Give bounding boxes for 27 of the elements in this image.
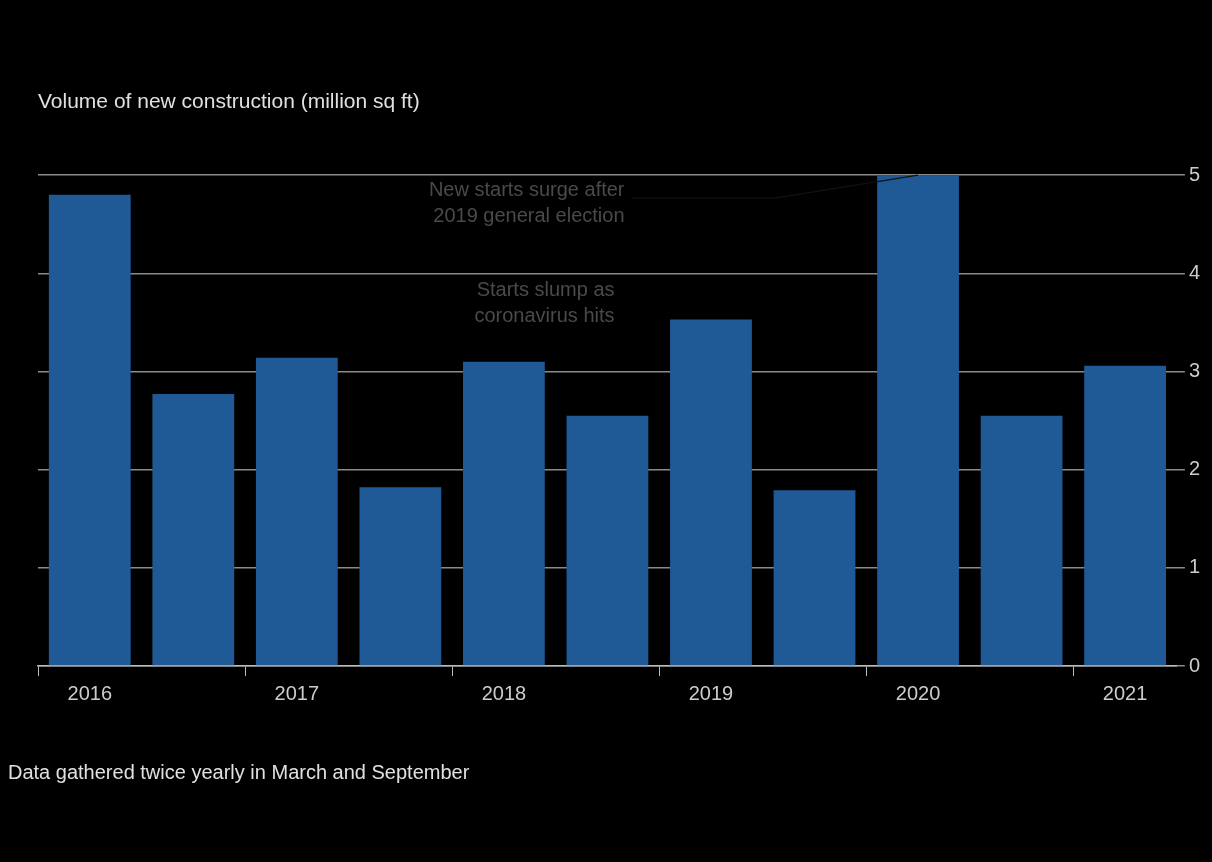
y-tick-label: 2: [1188, 457, 1200, 480]
bar: [566, 415, 649, 666]
chart-title: Volume of new construction (million sq ft): [38, 89, 420, 113]
y-tick-label: 5: [1188, 162, 1200, 185]
x-tick-label: 2018: [481, 681, 527, 704]
bar: [877, 175, 959, 666]
bar: [1084, 365, 1167, 666]
text: Data gathered twice yearly in March and September: [8, 760, 470, 783]
annotation: New starts surge after 2019 general election: [428, 177, 625, 226]
bar: [980, 415, 1063, 666]
y-tick-label: 3: [1188, 359, 1200, 382]
y-tick-label: 1: [1188, 555, 1200, 578]
x-tick-label: 2017: [274, 681, 320, 704]
x-tick-label: 2016: [67, 681, 113, 704]
bar: [773, 490, 856, 666]
x-tick-label: 2019: [688, 681, 734, 704]
bar: [255, 357, 338, 666]
bar: [152, 394, 235, 666]
bar: [670, 319, 752, 666]
y-tick-label: 4: [1188, 260, 1200, 283]
x-tick-label: 2021: [1102, 681, 1148, 704]
bar: [48, 194, 131, 666]
bar: [359, 487, 442, 666]
annotation: Starts slump as coronavirus hits: [474, 277, 615, 326]
x-tick-label: 2020: [895, 681, 941, 704]
y-tick-label: 0: [1188, 653, 1200, 676]
bar: [463, 361, 545, 666]
